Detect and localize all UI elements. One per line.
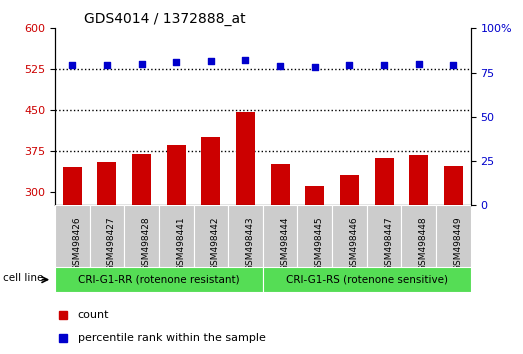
Point	[380, 63, 388, 68]
Text: GSM498428: GSM498428	[142, 216, 151, 271]
Text: GDS4014 / 1372888_at: GDS4014 / 1372888_at	[84, 12, 246, 26]
Text: percentile rank within the sample: percentile rank within the sample	[78, 333, 266, 343]
Text: GSM498448: GSM498448	[419, 216, 428, 271]
Text: cell line: cell line	[3, 273, 43, 284]
Text: CRI-G1-RS (rotenone sensitive): CRI-G1-RS (rotenone sensitive)	[286, 275, 448, 285]
FancyBboxPatch shape	[332, 205, 367, 267]
Bar	[63, 167, 82, 205]
Text: GSM498447: GSM498447	[384, 216, 393, 271]
Bar	[444, 166, 463, 205]
FancyBboxPatch shape	[263, 267, 471, 292]
Point	[345, 63, 354, 68]
Text: GSM498445: GSM498445	[315, 216, 324, 271]
Text: GSM498449: GSM498449	[453, 216, 462, 271]
Text: GSM498443: GSM498443	[245, 216, 255, 271]
Point	[172, 59, 180, 65]
Bar	[409, 155, 428, 205]
Point	[138, 61, 146, 67]
Point	[68, 63, 76, 68]
FancyBboxPatch shape	[89, 205, 124, 267]
Bar	[97, 162, 117, 205]
Text: CRI-G1-RR (rotenone resistant): CRI-G1-RR (rotenone resistant)	[78, 275, 240, 285]
Bar	[201, 137, 220, 205]
Bar	[270, 165, 290, 205]
Bar	[340, 175, 359, 205]
FancyBboxPatch shape	[124, 205, 159, 267]
Point	[311, 64, 319, 70]
FancyBboxPatch shape	[263, 205, 298, 267]
Text: GSM498427: GSM498427	[107, 216, 116, 271]
Bar	[236, 112, 255, 205]
Text: GSM498446: GSM498446	[349, 216, 358, 271]
FancyBboxPatch shape	[298, 205, 332, 267]
Text: GSM498441: GSM498441	[176, 216, 185, 271]
Bar	[305, 186, 324, 205]
FancyBboxPatch shape	[436, 205, 471, 267]
FancyBboxPatch shape	[367, 205, 401, 267]
Text: GSM498426: GSM498426	[72, 216, 81, 271]
Text: GSM498442: GSM498442	[211, 216, 220, 271]
FancyBboxPatch shape	[159, 205, 194, 267]
FancyBboxPatch shape	[228, 205, 263, 267]
Bar	[374, 158, 394, 205]
Text: count: count	[78, 310, 109, 320]
Point	[276, 64, 285, 69]
Bar	[167, 145, 186, 205]
Bar	[132, 154, 151, 205]
Point	[207, 58, 215, 64]
Point	[415, 61, 423, 67]
FancyBboxPatch shape	[55, 205, 89, 267]
Point	[103, 62, 111, 68]
FancyBboxPatch shape	[55, 267, 263, 292]
FancyBboxPatch shape	[194, 205, 228, 267]
Point	[241, 57, 249, 63]
Point	[449, 63, 458, 68]
FancyBboxPatch shape	[401, 205, 436, 267]
Text: GSM498444: GSM498444	[280, 216, 289, 271]
